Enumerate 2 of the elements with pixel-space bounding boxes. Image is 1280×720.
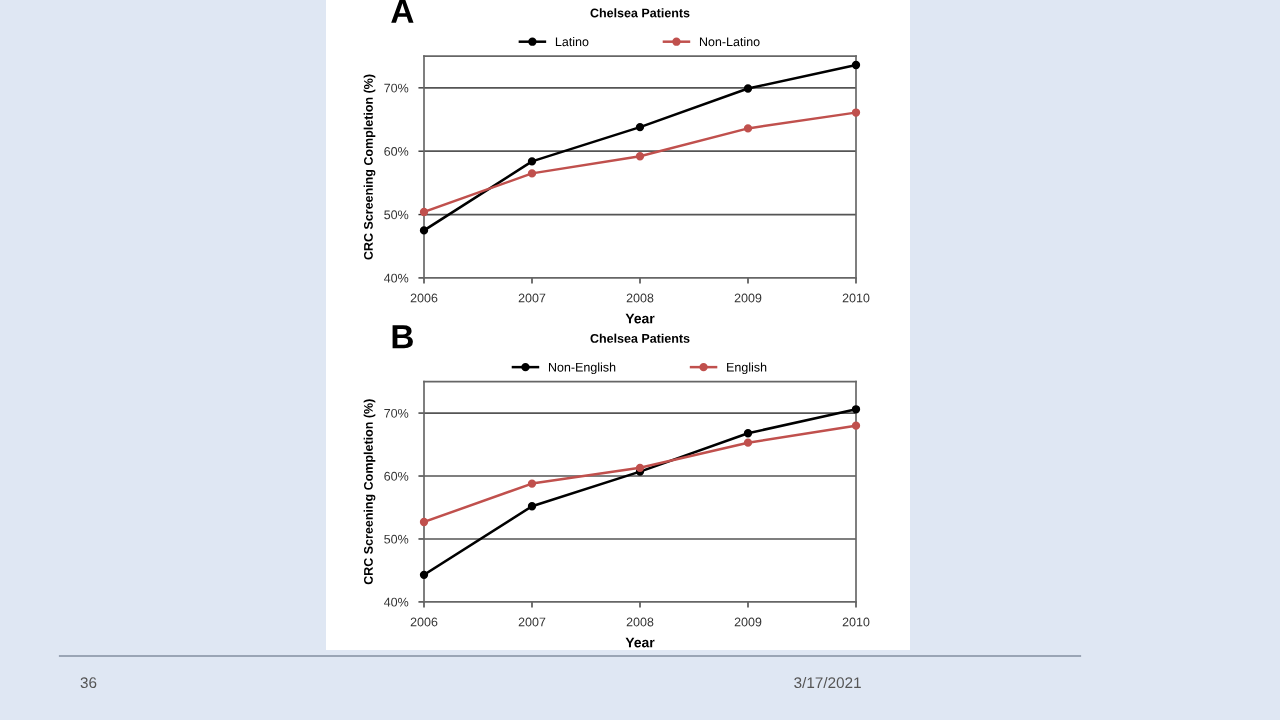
chart-subtitle: A xyxy=(391,0,414,23)
chart-subtitle: B xyxy=(392,325,413,349)
